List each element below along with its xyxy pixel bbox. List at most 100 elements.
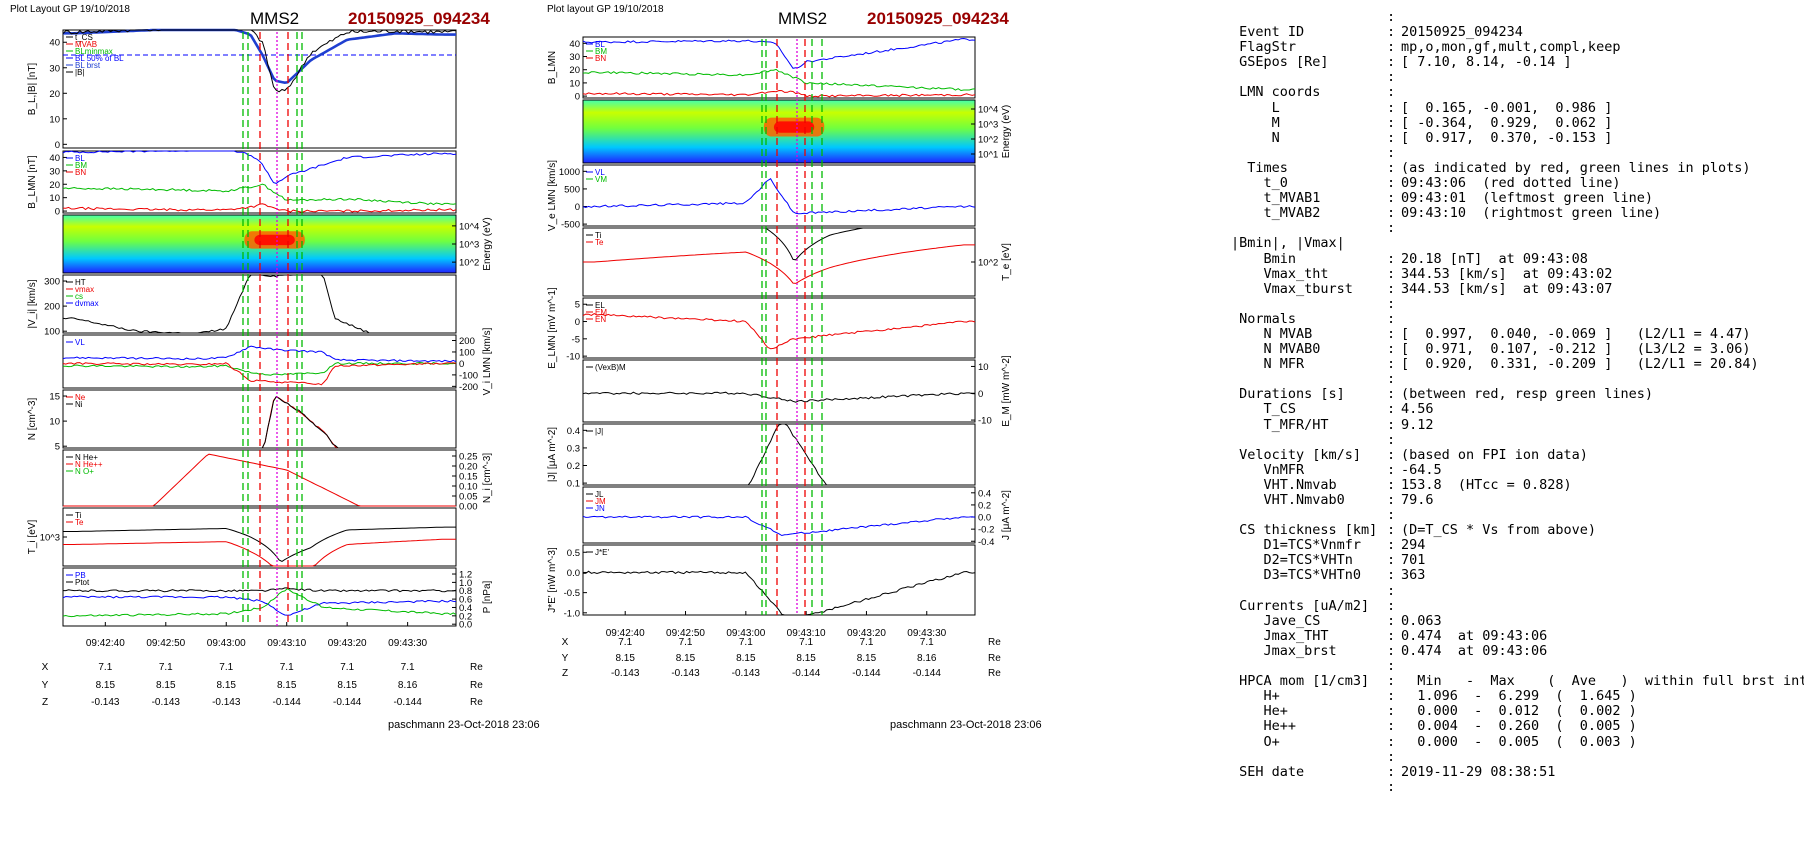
summary-colon: :	[1387, 673, 1396, 690]
y-tick-label: 300	[44, 277, 60, 288]
summary-row: L: [ 0.165, -0.001, 0.986 ]	[1231, 100, 1804, 116]
y-tick-label: -0.5	[564, 588, 580, 599]
position-unit: Re	[988, 653, 1001, 664]
y-tick-label: 0	[575, 202, 580, 213]
y-tick-label: 0.2	[978, 500, 991, 511]
summary-colon: :	[1387, 159, 1396, 176]
position-value: -0.144	[273, 697, 302, 708]
summary-colon: :	[1387, 54, 1396, 71]
y-tick-label: -1.0	[564, 608, 580, 619]
y-tick-label: 500	[564, 184, 580, 195]
y-tick-label: 10	[978, 362, 989, 373]
summary-key: He+	[1231, 703, 1288, 720]
panel-frame	[582, 423, 976, 486]
summary-key: Jave_CS	[1231, 612, 1321, 629]
series-line	[583, 570, 976, 616]
summary-colon: :	[1387, 627, 1396, 644]
event-label: 20150925_094234	[348, 9, 490, 28]
summary-row: Jmax_THT:0.474 at 09:43:06	[1231, 627, 1804, 644]
spacecraft-title: MMS2	[250, 9, 299, 28]
y-axis-label: E_LMN [mV m^-1]	[547, 287, 558, 369]
y-axis-label: B_L,|B| [nT]	[27, 63, 38, 116]
summary-key: Jmax_THT	[1231, 627, 1329, 644]
position-value: 7.1	[799, 637, 813, 648]
legend-entry: JL	[595, 490, 604, 499]
summary-row: HPCA mom [1/cm3]: Min - Max ( Ave ) with…	[1231, 674, 1804, 689]
summary-colon: :	[1387, 461, 1396, 478]
time-tick-label: 09:43:30	[388, 638, 427, 649]
y-tick-label: 0.3	[567, 443, 580, 454]
summary-key: N MVAB	[1231, 325, 1313, 342]
y-tick-label: 100	[459, 347, 475, 358]
y-tick-label: 0.0	[978, 513, 991, 524]
summary-row: :	[1231, 507, 1804, 523]
summary-row: Jave_CS:0.063	[1231, 612, 1804, 629]
y-tick-label: 0.0	[459, 620, 472, 631]
summary-colon: :	[1387, 24, 1396, 41]
summary-key: VHT.Nmvab	[1231, 476, 1337, 493]
position-unit: Re	[988, 668, 1001, 679]
legend-entry: Ne	[75, 393, 86, 402]
summary-row: Normals:	[1231, 311, 1804, 327]
summary-value: [ 0.997, 0.040, -0.069 ] (L2/L1 = 4.47)	[1401, 325, 1751, 342]
summary-key: Jmax_brst	[1231, 642, 1337, 659]
y-tick-label: 10	[49, 114, 60, 125]
position-value: -0.144	[852, 668, 881, 679]
summary-value: 701	[1401, 552, 1426, 569]
position-value: 8.15	[217, 680, 237, 691]
spacecraft-title: MMS2	[778, 9, 827, 28]
series-line	[62, 150, 457, 184]
y-tick-label: 15	[49, 392, 60, 403]
summary-colon: :	[1387, 250, 1396, 267]
summary-key: LMN coords	[1231, 84, 1321, 101]
summary-row: Jmax_brst:0.474 at 09:43:06	[1231, 642, 1804, 659]
legend-entry: dvmax	[75, 299, 99, 308]
y-tick-label: 10^4	[459, 221, 479, 232]
summary-colon: :	[1387, 582, 1396, 599]
position-value: 8.15	[857, 653, 877, 664]
summary-value: 2019-11-29 08:38:51	[1401, 763, 1556, 780]
y-tick-label: 100	[44, 327, 60, 338]
summary-row: |Bmin|, |Vmax|	[1231, 236, 1804, 251]
position-value: -0.143	[152, 697, 181, 708]
summary-value: [ 0.971, 0.107, -0.212 ] (L3/L2 = 3.06)	[1401, 341, 1751, 358]
legend-entry: BLminmax	[75, 47, 113, 56]
summary-row: Event ID:20150925_094234	[1231, 24, 1804, 41]
legend-entry: JM	[595, 497, 606, 506]
position-value: -0.143	[212, 697, 241, 708]
summary-colon: :	[1387, 220, 1396, 237]
y-tick-label: 1000	[559, 167, 580, 178]
y-tick-label: -200	[459, 382, 478, 393]
legend-entry: BN	[75, 168, 86, 177]
legend-entry: J*E'	[595, 548, 609, 557]
summary-row: N MFR: [ 0.920, 0.331, -0.209 ] (L2/L1 = …	[1231, 357, 1804, 372]
summary-row: Currents [uA/m2]:	[1231, 598, 1804, 614]
position-value: 7.1	[618, 637, 632, 648]
series-line	[62, 203, 457, 213]
legend-entry: BN	[595, 54, 606, 63]
event-label: 20150925_094234	[867, 9, 1009, 28]
summary-colon: :	[1387, 658, 1396, 675]
summary-row: N: [ 0.917, 0.370, -0.153 ]	[1231, 129, 1804, 146]
y-tick-label: 10	[49, 417, 60, 428]
summary-value: [ 7.10, 8.14, -0.14 ]	[1401, 54, 1572, 71]
position-value: 8.15	[676, 653, 696, 664]
summary-key: SEH date	[1231, 763, 1305, 780]
summary-colon: :	[1387, 114, 1396, 131]
summary-row: :	[1231, 221, 1804, 236]
y-tick-label: 0.20	[459, 462, 478, 473]
summary-value: 79.6	[1401, 492, 1434, 508]
legend-entry: vmax	[75, 285, 94, 294]
summary-colon: :	[1387, 325, 1396, 342]
summary-value: 9.12	[1401, 416, 1434, 433]
summary-row: :	[1231, 432, 1804, 448]
series-line	[583, 423, 975, 486]
summary-row: M: [ -0.364, 0.929, 0.062 ]	[1231, 114, 1804, 131]
time-tick-label: 09:42:40	[86, 638, 125, 649]
summary-row: t_MVAB1:09:43:01 (leftmost green line)	[1231, 191, 1804, 206]
summary-colon: :	[1387, 642, 1396, 659]
series-line	[62, 29, 457, 93]
legend-entry: BL	[595, 40, 605, 49]
summary-key: N	[1231, 129, 1280, 146]
y-tick-label: 200	[44, 302, 60, 313]
